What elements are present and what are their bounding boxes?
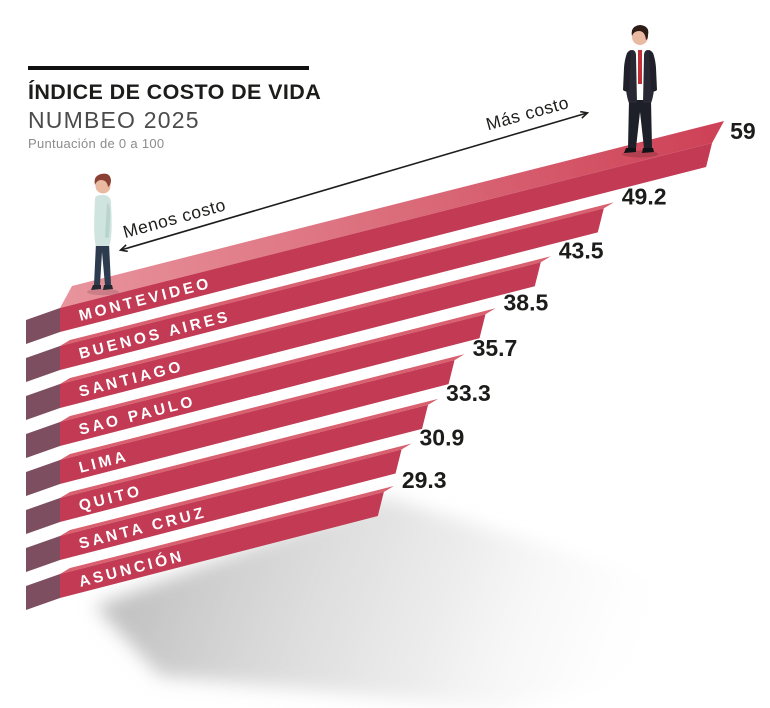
bar-front-face xyxy=(60,262,541,408)
bar-value: 35.7 xyxy=(473,335,518,361)
bar-left-face xyxy=(26,422,60,458)
bar-value: 30.9 xyxy=(420,425,465,451)
bar-front-face xyxy=(60,492,384,598)
cost-arrow xyxy=(121,113,587,250)
arrow-label-mas-costo: Más costo xyxy=(484,92,571,134)
bar-value: 43.5 xyxy=(559,237,604,263)
bar-top-face xyxy=(60,256,551,384)
bar-left-face xyxy=(26,536,60,572)
bar-top-face xyxy=(60,443,412,536)
bar-left-face xyxy=(26,460,60,496)
bar-front-face xyxy=(60,360,455,484)
bar-left-face xyxy=(26,384,60,420)
bar-front-face xyxy=(60,449,402,560)
header-rule xyxy=(28,66,309,70)
bar-top-face xyxy=(60,308,496,422)
bar-value: 33.3 xyxy=(446,380,491,406)
bar-left-face xyxy=(26,346,60,382)
bar-value: 29.3 xyxy=(402,467,447,493)
bar-value: 38.5 xyxy=(504,289,549,315)
page-title: ÍNDICE DE COSTO DE VIDA xyxy=(28,80,322,104)
bar-left-face xyxy=(26,574,60,610)
bar-value: 59 xyxy=(730,118,756,144)
person-casual-icon xyxy=(87,173,119,296)
bar-top-face xyxy=(60,354,465,460)
bar-value: 49.2 xyxy=(622,183,667,209)
bar-left-face xyxy=(26,308,60,344)
scale-note: Puntuación de 0 a 100 xyxy=(28,135,165,151)
bar-left-face xyxy=(26,498,60,534)
bar-top-face xyxy=(60,398,439,498)
bar-top-face xyxy=(60,486,394,574)
person-suit-icon xyxy=(622,25,658,158)
bar-front-face xyxy=(60,404,429,522)
header: ÍNDICE DE COSTO DE VIDA NUMBEO 2025 Punt… xyxy=(28,66,358,151)
ground-shadow xyxy=(95,497,770,708)
page-subtitle: NUMBEO 2025 xyxy=(28,106,200,133)
bar-front-face xyxy=(60,314,486,446)
